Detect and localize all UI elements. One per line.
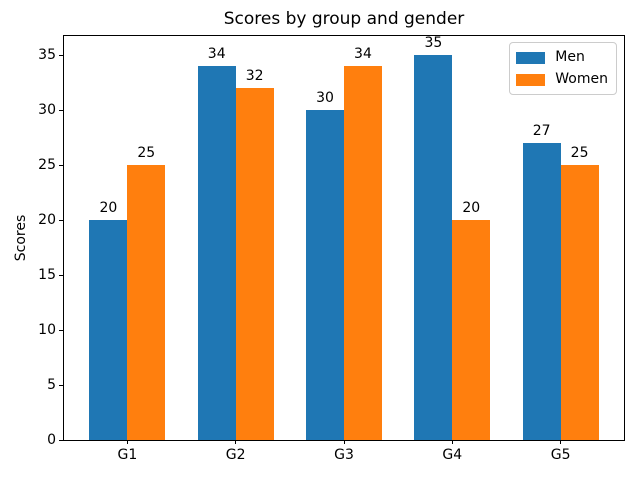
x-tick-label: G3 xyxy=(334,447,354,463)
bar-value-label: 20 xyxy=(462,200,481,217)
bar-women-g1 xyxy=(127,165,166,440)
bar-women-g5 xyxy=(560,165,599,440)
y-tick-mark xyxy=(59,54,63,56)
x-tick-mark xyxy=(343,440,345,444)
x-tick-mark xyxy=(126,440,128,444)
x-tick-label: G4 xyxy=(442,447,463,463)
y-tick-label: 35 xyxy=(38,47,56,64)
y-tick-label: 25 xyxy=(38,157,56,174)
bar-value-label: 25 xyxy=(570,145,589,162)
y-tick-mark xyxy=(59,109,63,111)
legend-swatch-icon xyxy=(516,51,546,64)
bar-women-g2 xyxy=(235,88,274,440)
legend-item-women: Women xyxy=(516,71,610,88)
x-tick-label: G5 xyxy=(550,447,571,463)
x-tick-label: G1 xyxy=(117,447,138,463)
bar-value-label: 32 xyxy=(245,68,264,85)
legend-label: Men xyxy=(555,49,585,65)
x-tick-mark xyxy=(235,440,237,444)
chart-title: Scores by group and gender xyxy=(223,9,465,29)
bar-women-g3 xyxy=(344,66,382,440)
y-tick-label: 10 xyxy=(38,322,56,339)
x-tick-label: G2 xyxy=(225,447,246,463)
x-tick-mark xyxy=(451,440,453,444)
bar-value-label: 20 xyxy=(99,200,118,217)
y-tick-mark xyxy=(59,439,63,441)
x-tick-mark xyxy=(560,440,562,444)
bar-men-g3 xyxy=(306,110,344,440)
y-tick-label: 15 xyxy=(38,267,56,284)
y-tick-mark xyxy=(59,164,63,166)
y-tick-label: 5 xyxy=(47,377,56,394)
y-tick-label: 0 xyxy=(47,432,56,448)
y-tick-mark xyxy=(59,329,63,331)
bar-value-label: 34 xyxy=(354,46,372,63)
legend: Men Women xyxy=(509,42,617,95)
bar-men-g5 xyxy=(522,143,561,440)
bar-value-label: 27 xyxy=(532,123,551,140)
legend-swatch-icon xyxy=(516,73,546,86)
y-tick-mark xyxy=(59,384,63,386)
bar-value-label: 35 xyxy=(424,35,443,52)
y-tick-label: 30 xyxy=(38,102,56,119)
bar-women-g4 xyxy=(452,220,491,440)
bar-men-g4 xyxy=(414,55,453,440)
legend-item-men: Men xyxy=(516,49,610,66)
legend-label: Women xyxy=(555,71,608,87)
bar-value-label: 30 xyxy=(316,90,334,107)
bar-value-label: 25 xyxy=(137,145,156,162)
y-tick-mark xyxy=(59,219,63,221)
bar-men-g2 xyxy=(197,66,236,440)
y-tick-mark xyxy=(59,274,63,276)
plot-area: Men Women 0 5 10 15 20 25 30 35 G1 G2 G3 G4 G5 20 34 30 3… xyxy=(38,35,625,463)
bar-men-g1 xyxy=(89,220,128,440)
bar-value-label: 34 xyxy=(207,46,226,63)
y-tick-label: 20 xyxy=(38,212,56,229)
